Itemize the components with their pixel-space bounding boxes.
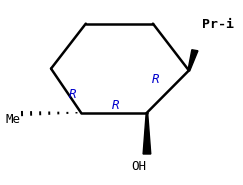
Polygon shape	[188, 50, 198, 71]
Text: Pr-i: Pr-i	[202, 18, 234, 31]
Text: R: R	[112, 99, 120, 112]
Polygon shape	[143, 113, 151, 154]
Text: Me: Me	[6, 113, 21, 126]
Text: R: R	[152, 73, 159, 86]
Text: R: R	[69, 88, 77, 101]
Text: OH: OH	[131, 160, 146, 173]
